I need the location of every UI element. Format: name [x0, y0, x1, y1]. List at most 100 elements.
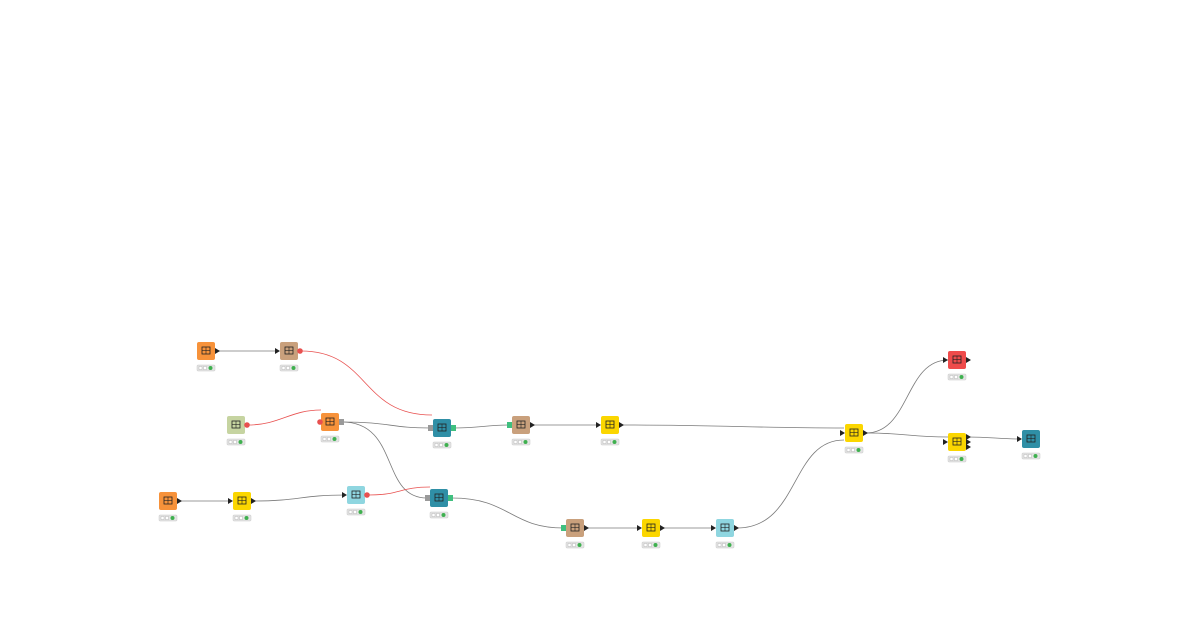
port [863, 430, 868, 436]
node[interactable] [226, 416, 250, 446]
port [840, 430, 845, 436]
node[interactable] [228, 492, 256, 522]
node[interactable] [1017, 430, 1041, 460]
node[interactable] [317, 413, 344, 443]
connection [865, 359, 949, 434]
status-light [851, 448, 855, 452]
port [428, 425, 433, 431]
status-light [643, 543, 648, 547]
port [251, 498, 256, 504]
port [364, 492, 370, 498]
node[interactable] [711, 519, 739, 549]
port [943, 357, 948, 363]
status-light [602, 440, 607, 444]
status-light [513, 440, 518, 444]
node[interactable] [275, 342, 303, 372]
connection [300, 350, 433, 416]
status-light [1023, 454, 1028, 458]
status-light [612, 440, 617, 444]
port [966, 357, 971, 363]
status-light [856, 448, 861, 452]
port [339, 419, 344, 425]
status-light [238, 440, 243, 444]
status-light [332, 437, 337, 441]
port [966, 434, 971, 440]
port [530, 422, 535, 428]
status-light [203, 366, 207, 370]
port [451, 425, 456, 431]
port [584, 525, 589, 531]
node[interactable] [196, 342, 220, 372]
connection [736, 439, 845, 529]
port [275, 348, 280, 354]
port [425, 495, 430, 501]
status-light [234, 516, 239, 520]
port [215, 348, 220, 354]
node[interactable] [158, 492, 182, 522]
connection [865, 432, 949, 438]
status-light [518, 440, 522, 444]
status-light [353, 510, 357, 514]
status-light [653, 543, 658, 547]
port [711, 525, 716, 531]
status-light [722, 543, 726, 547]
port [637, 525, 642, 531]
node[interactable] [943, 433, 971, 463]
connection [341, 421, 428, 499]
port [734, 525, 739, 531]
status-light [160, 516, 165, 520]
status-light [1028, 454, 1032, 458]
nodes [158, 342, 1041, 549]
status-light [434, 443, 439, 447]
node[interactable] [840, 424, 868, 454]
node[interactable] [561, 519, 589, 549]
port [596, 422, 601, 428]
status-light [165, 516, 169, 520]
status-light [281, 366, 286, 370]
connection [451, 497, 565, 529]
status-light [727, 543, 732, 547]
status-light [567, 543, 572, 547]
node[interactable] [943, 351, 971, 381]
connection [368, 486, 431, 496]
status-light [572, 543, 576, 547]
status-light [239, 516, 243, 520]
status-light [959, 375, 964, 379]
status-light [244, 516, 249, 520]
node[interactable] [637, 519, 665, 549]
status-light [717, 543, 722, 547]
port [619, 422, 624, 428]
node[interactable] [342, 486, 370, 516]
status-light [198, 366, 203, 370]
port [943, 439, 948, 445]
node[interactable] [596, 416, 624, 446]
status-light [170, 516, 175, 520]
port [966, 444, 971, 450]
node[interactable] [425, 489, 453, 519]
port [342, 492, 347, 498]
status-light [348, 510, 353, 514]
status-light [228, 440, 233, 444]
status-light [441, 513, 446, 517]
status-light [846, 448, 851, 452]
status-light [358, 510, 363, 514]
status-light [327, 437, 331, 441]
connection [620, 424, 845, 429]
port [1017, 436, 1022, 442]
status-light [954, 457, 958, 461]
node[interactable] [428, 419, 456, 449]
status-light [322, 437, 327, 441]
status-light [233, 440, 237, 444]
status-light [954, 375, 958, 379]
status-light [1033, 454, 1038, 458]
connection [967, 436, 1022, 440]
status-light [648, 543, 652, 547]
port [317, 419, 323, 425]
port [561, 525, 566, 531]
node[interactable] [507, 416, 535, 446]
port [507, 422, 512, 428]
status-light [291, 366, 296, 370]
status-light [577, 543, 582, 547]
